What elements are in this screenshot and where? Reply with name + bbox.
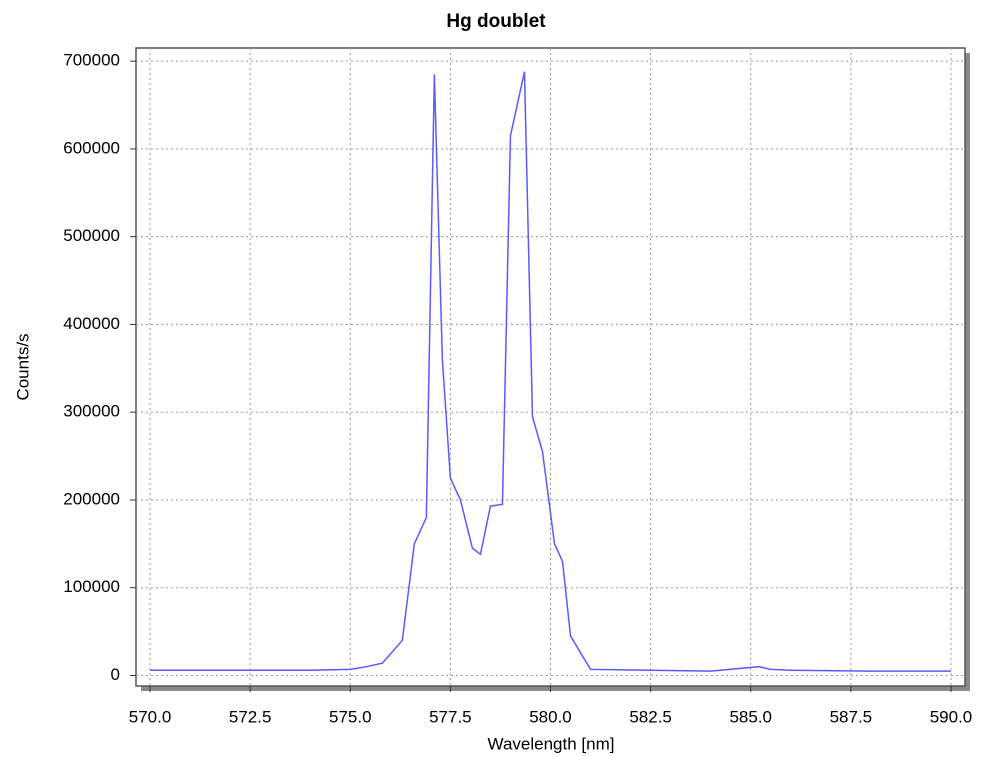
x-tick-label: 580.0: [529, 707, 572, 726]
x-tick-label: 585.0: [729, 707, 772, 726]
y-tick-label: 700000: [63, 51, 120, 70]
x-axis-label: Wavelength [nm]: [488, 734, 615, 753]
x-tick-label: 577.5: [429, 707, 472, 726]
y-tick-label: 200000: [63, 489, 120, 508]
x-tick-label: 572.5: [229, 707, 272, 726]
chart-title: Hg doublet: [446, 11, 546, 32]
y-tick-label: 300000: [63, 402, 120, 421]
x-tick-label: 587.5: [830, 707, 873, 726]
y-tick-label: 0: [111, 665, 120, 684]
y-axis-label: Counts/s: [13, 333, 32, 400]
y-tick-label: 500000: [63, 226, 120, 245]
x-tick-label: 590.0: [930, 707, 973, 726]
y-tick-label: 400000: [63, 314, 120, 333]
x-tick-label: 582.5: [629, 707, 672, 726]
x-tick-label: 575.0: [329, 707, 372, 726]
y-tick-label: 100000: [63, 577, 120, 596]
x-tick-label: 570.0: [129, 707, 172, 726]
y-tick-label: 600000: [63, 138, 120, 157]
data-line: [150, 71, 951, 672]
